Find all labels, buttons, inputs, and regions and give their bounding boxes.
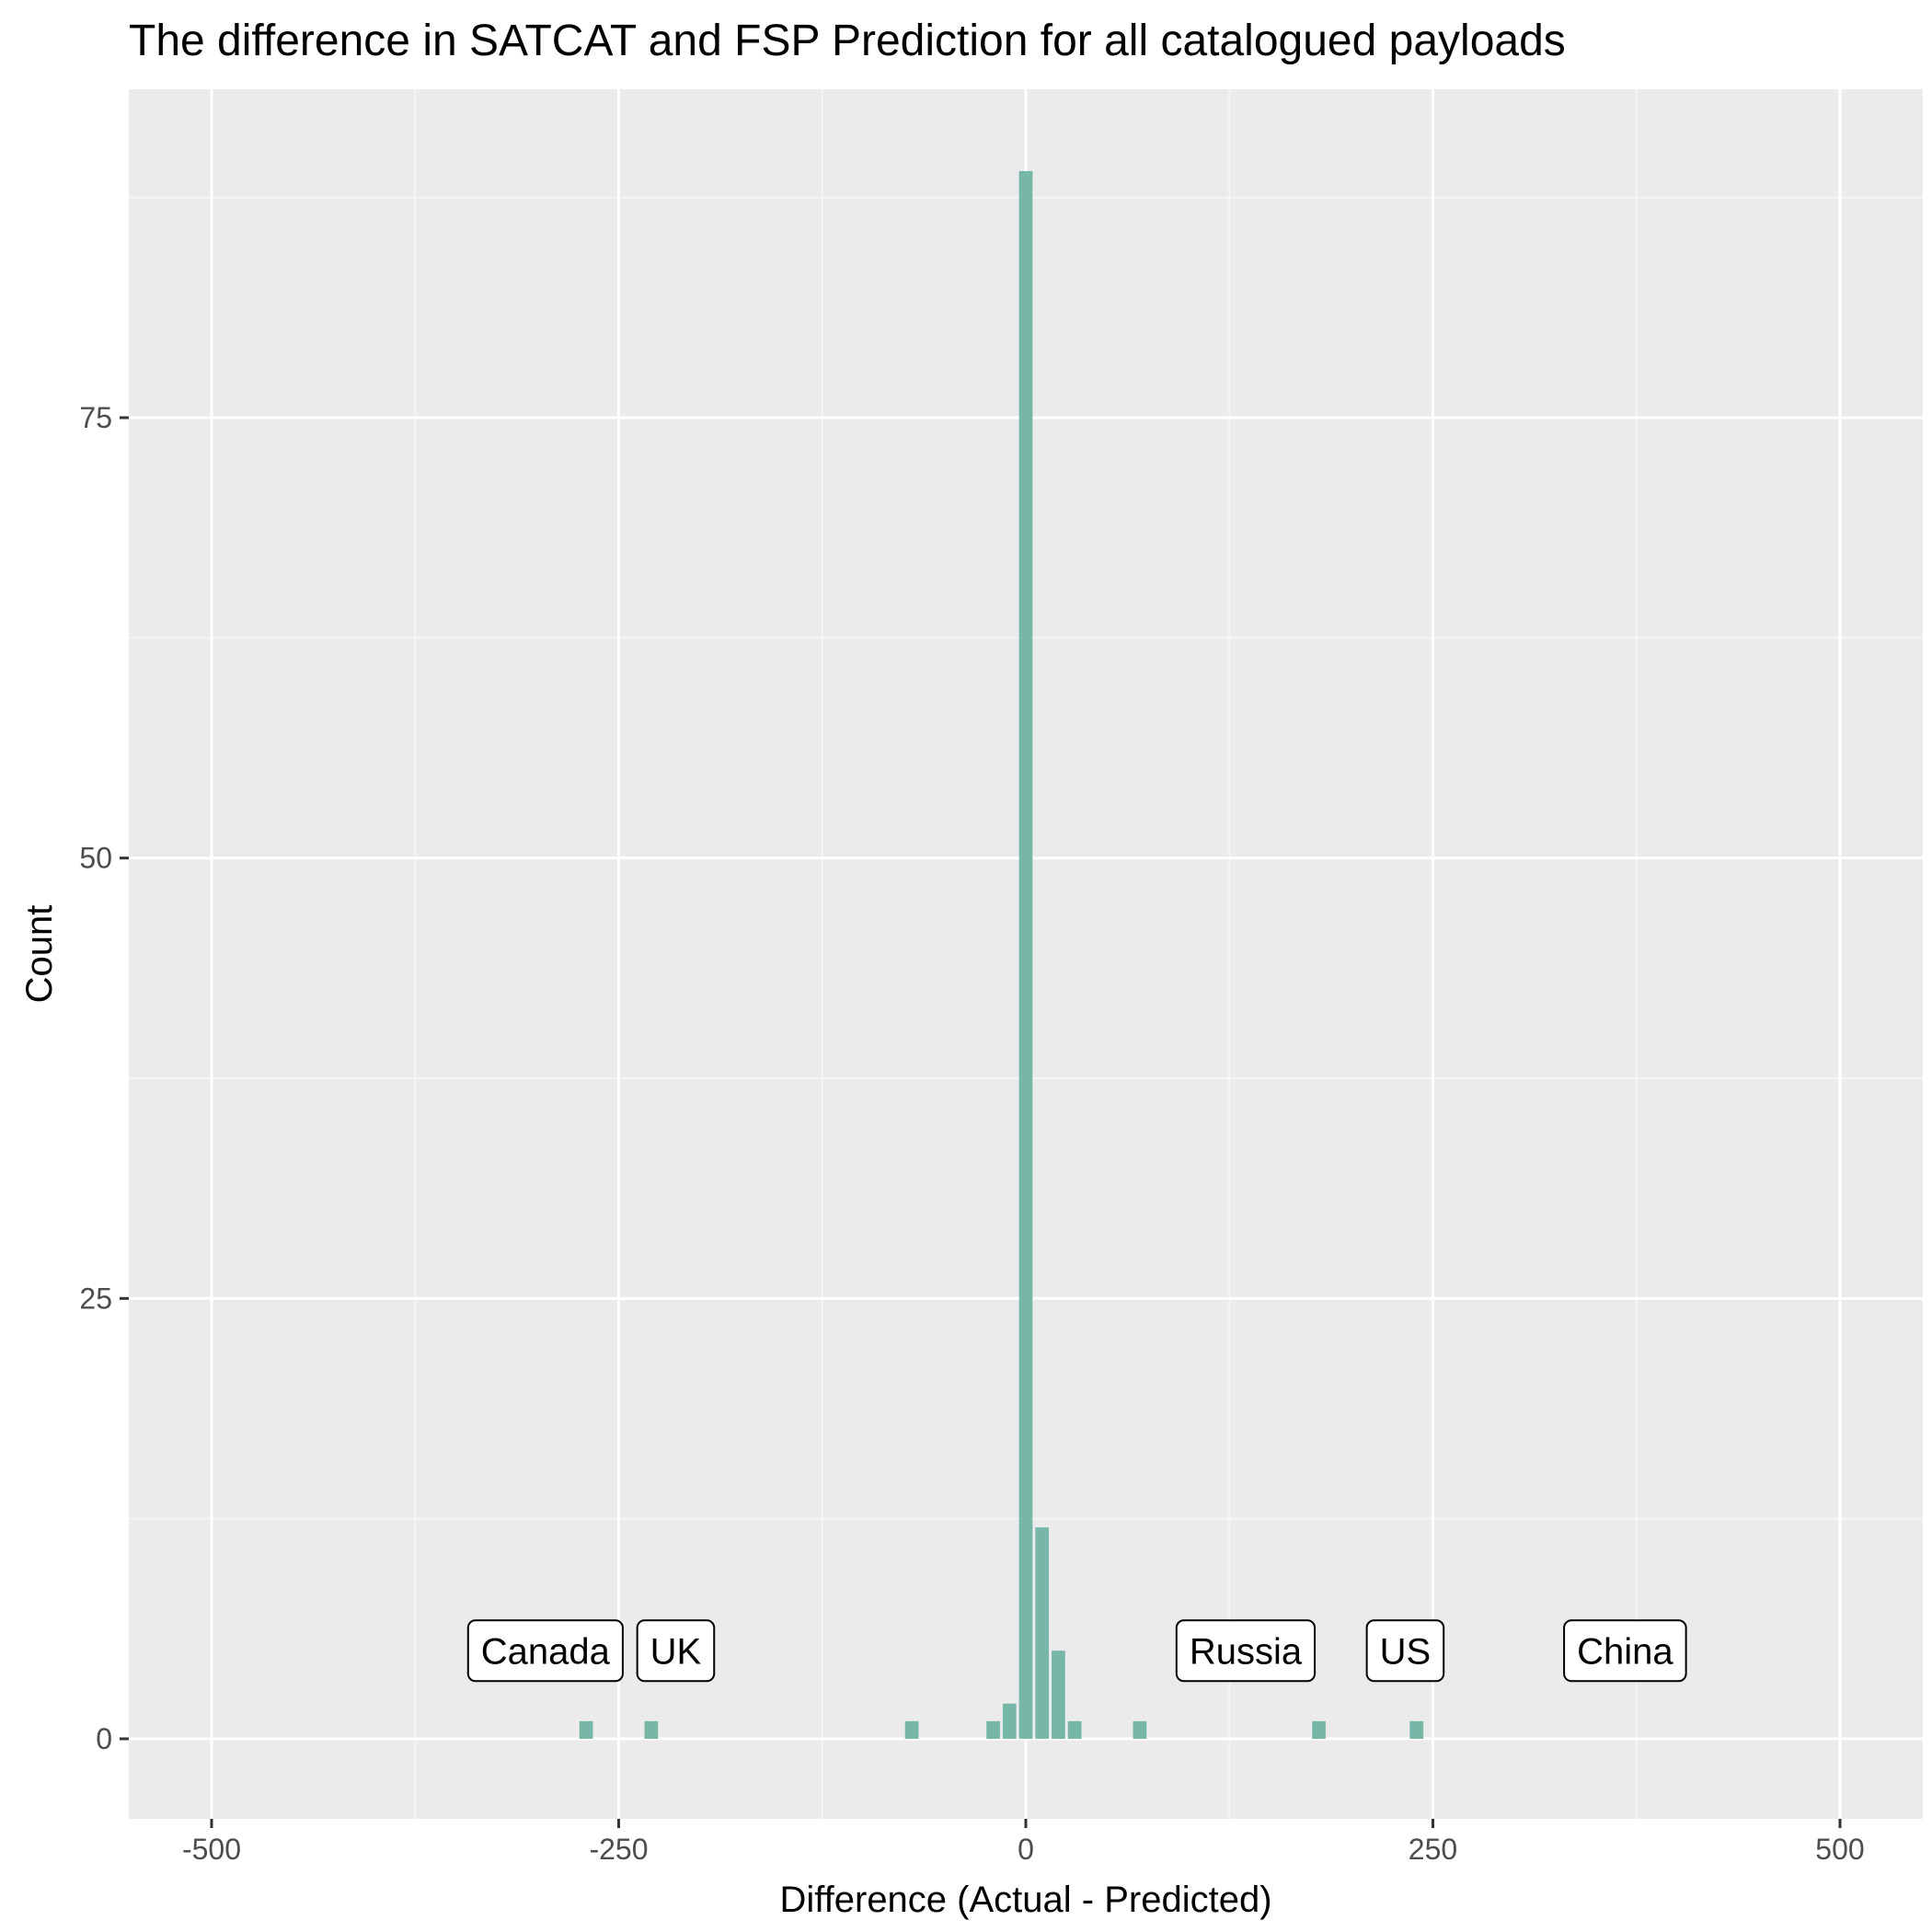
annotation-text: UK xyxy=(650,1631,702,1672)
histogram-bar xyxy=(1018,170,1033,1740)
annotation-label: Canada xyxy=(466,1619,624,1683)
histogram-bar xyxy=(1067,1720,1082,1739)
histogram-bar xyxy=(1002,1703,1017,1739)
annotation-box xyxy=(636,1619,716,1683)
histogram-bar xyxy=(986,1720,1000,1739)
x-tick-label: -500 xyxy=(182,1833,241,1866)
y-tick-label: 0 xyxy=(96,1722,112,1755)
histogram-bar xyxy=(644,1720,659,1739)
histogram-bar xyxy=(1035,1527,1050,1739)
annotation-text: Canada xyxy=(481,1631,611,1672)
histogram-bar xyxy=(904,1720,919,1739)
annotation-box xyxy=(1365,1619,1445,1683)
y-tick-label: 75 xyxy=(79,401,112,434)
x-tick-label: 500 xyxy=(1815,1833,1864,1866)
histogram-bars xyxy=(579,170,1424,1740)
histogram-bar xyxy=(1052,1650,1065,1739)
y-axis-label: Count xyxy=(19,905,60,1004)
histogram-bar xyxy=(579,1720,593,1739)
annotation-label: China xyxy=(1563,1619,1687,1683)
x-tick-label: 250 xyxy=(1409,1833,1457,1866)
histogram-bar xyxy=(1409,1720,1424,1739)
y-tick-label: 50 xyxy=(79,842,112,875)
annotation-label: Russia xyxy=(1175,1619,1317,1683)
annotation-text: Russia xyxy=(1190,1631,1303,1672)
x-axis-label: Difference (Actual - Predicted) xyxy=(779,1880,1271,1920)
annotation-box xyxy=(1563,1619,1687,1683)
y-tick-label: 25 xyxy=(79,1282,112,1315)
y-axis-ticks: 0 25 50 75 xyxy=(79,401,129,1755)
annotation-text: US xyxy=(1380,1631,1432,1672)
x-axis-ticks: -500 -250 0 250 500 xyxy=(182,1819,1865,1866)
annotation-text: China xyxy=(1577,1631,1673,1672)
x-tick-label: -250 xyxy=(589,1833,648,1866)
annotation-label: US xyxy=(1365,1619,1445,1683)
x-tick-label: 0 xyxy=(1018,1833,1034,1866)
histogram-bar xyxy=(1312,1720,1326,1739)
country-annotations: Canada UK Russia US China xyxy=(466,1619,1687,1683)
chart-title: The difference in SATCAT and FSP Predict… xyxy=(129,17,1566,65)
annotation-label: UK xyxy=(636,1619,716,1683)
annotation-box xyxy=(1175,1619,1317,1683)
annotation-box xyxy=(466,1619,624,1683)
histogram-bar xyxy=(1133,1720,1147,1739)
